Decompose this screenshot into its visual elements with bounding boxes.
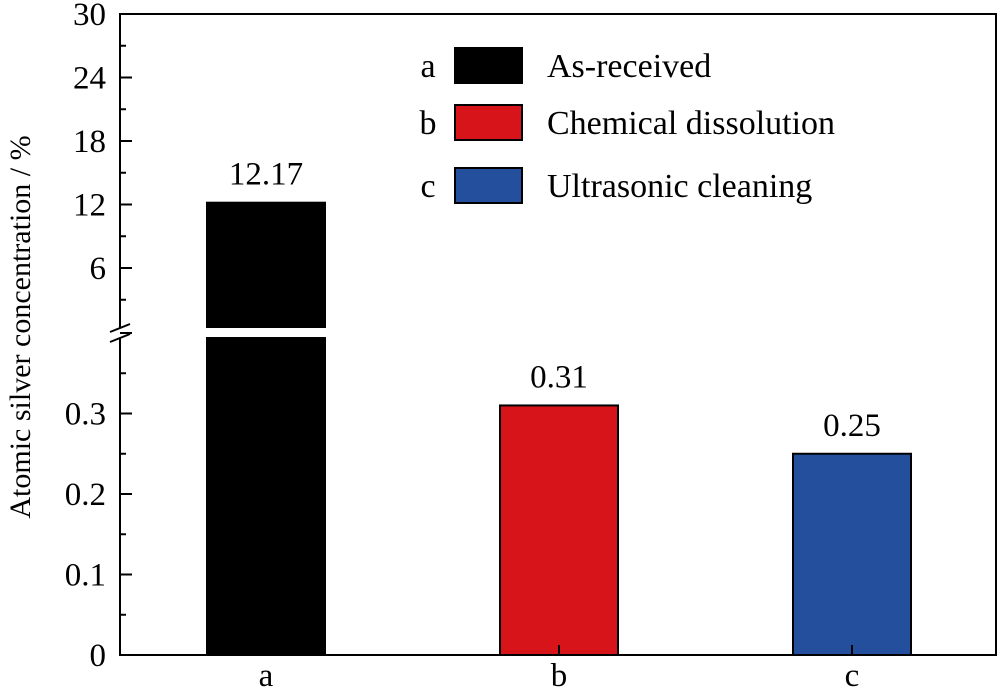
bar-break-gap bbox=[205, 328, 327, 337]
legend-swatch-b bbox=[454, 104, 523, 141]
x-tick-label-c: c bbox=[845, 658, 860, 689]
bar-c bbox=[792, 452, 912, 656]
y-tick-label: 18 bbox=[73, 124, 106, 160]
y-tick-label: 0.3 bbox=[65, 397, 106, 433]
y-tick-label: 0.1 bbox=[65, 558, 106, 594]
x-tick-label-b: b bbox=[551, 658, 568, 689]
y-tick-label: 0.2 bbox=[65, 477, 106, 513]
y-tick-label: 12 bbox=[73, 188, 106, 224]
legend-label-b: Chemical dissolution bbox=[547, 105, 835, 142]
labels-layer: 12.17 a 0.31 b 0.25 c 0 0.1 0.2 0.3 6 12 18 24 30 bbox=[65, 0, 881, 689]
y-tick-label: 6 bbox=[90, 251, 107, 287]
legend-label-a: As-received bbox=[547, 48, 711, 85]
y-tick-label: 30 bbox=[73, 0, 106, 33]
bar-a bbox=[206, 201, 326, 656]
axis-break-mark bbox=[109, 323, 131, 333]
axis-layer bbox=[109, 13, 997, 656]
legend-swatch-c bbox=[454, 167, 523, 204]
data-label-c: 0.25 bbox=[823, 408, 881, 444]
legend-label-c: Ultrasonic cleaning bbox=[547, 168, 812, 205]
y-tick-label: 24 bbox=[73, 61, 106, 97]
data-label-b: 0.31 bbox=[530, 359, 588, 395]
bars-layer bbox=[205, 201, 912, 657]
bar-b bbox=[499, 404, 619, 657]
x-tick-label-a: a bbox=[259, 658, 274, 689]
y-tick-label: 0 bbox=[90, 638, 107, 674]
axis-break-mark bbox=[109, 333, 131, 343]
legend-key-b: b bbox=[420, 105, 437, 142]
legend-key-c: c bbox=[420, 168, 435, 205]
data-label-a: 12.17 bbox=[229, 157, 303, 193]
legend: a As-received b Chemical dissolution c Ultras… bbox=[420, 47, 835, 205]
y-axis-title: Atomic silver concentration / % bbox=[4, 135, 37, 518]
legend-key-a: a bbox=[420, 48, 435, 85]
legend-swatch-a bbox=[454, 47, 523, 84]
